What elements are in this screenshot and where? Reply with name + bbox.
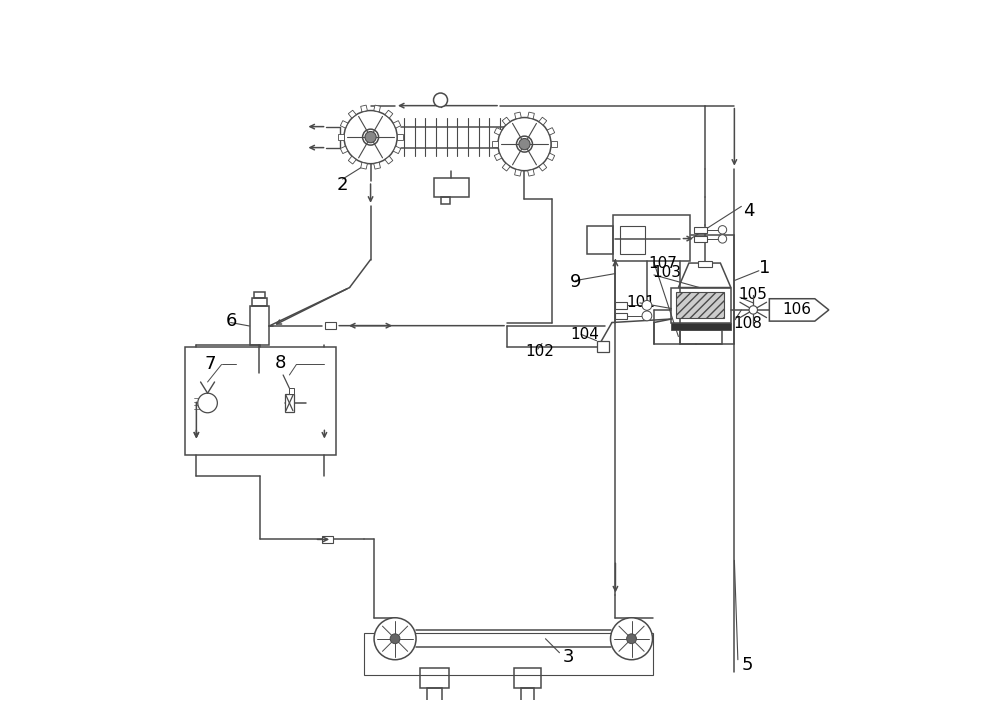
Bar <box>254 292 265 298</box>
Text: 4: 4 <box>743 202 755 219</box>
Bar <box>434 177 469 197</box>
Circle shape <box>519 139 530 150</box>
Bar <box>620 226 645 254</box>
Text: 102: 102 <box>525 344 554 360</box>
Bar <box>185 347 336 456</box>
Text: 104: 104 <box>570 327 599 342</box>
Polygon shape <box>338 135 344 140</box>
Text: 106: 106 <box>782 302 811 318</box>
Bar <box>325 322 336 329</box>
Bar <box>587 226 613 254</box>
Polygon shape <box>494 153 502 161</box>
Circle shape <box>434 93 448 107</box>
Text: 101: 101 <box>626 295 655 311</box>
Circle shape <box>365 132 376 143</box>
Polygon shape <box>340 146 348 154</box>
Polygon shape <box>494 128 502 135</box>
Polygon shape <box>539 163 547 171</box>
Polygon shape <box>539 117 547 125</box>
Text: 2: 2 <box>337 176 348 193</box>
Circle shape <box>627 634 636 644</box>
Polygon shape <box>515 170 521 176</box>
Polygon shape <box>502 117 510 125</box>
Text: 8: 8 <box>275 354 286 372</box>
Circle shape <box>390 634 400 644</box>
Bar <box>322 536 333 543</box>
Polygon shape <box>492 142 498 147</box>
Text: 108: 108 <box>733 316 762 332</box>
Polygon shape <box>551 142 557 147</box>
Bar <box>671 322 731 329</box>
Polygon shape <box>374 105 380 112</box>
Polygon shape <box>397 135 403 140</box>
Polygon shape <box>547 128 555 135</box>
Circle shape <box>374 618 416 660</box>
Circle shape <box>718 226 727 234</box>
Polygon shape <box>361 163 367 169</box>
Text: 103: 103 <box>653 265 682 280</box>
Polygon shape <box>393 121 401 128</box>
Bar <box>613 215 690 261</box>
Circle shape <box>198 393 217 413</box>
Polygon shape <box>374 163 380 169</box>
Polygon shape <box>385 156 393 164</box>
Polygon shape <box>502 163 510 171</box>
Text: 3: 3 <box>563 648 574 666</box>
Bar <box>694 226 707 233</box>
Bar <box>427 688 442 701</box>
Bar <box>364 633 653 675</box>
Text: 9: 9 <box>570 273 581 291</box>
Circle shape <box>363 129 379 145</box>
Text: 5: 5 <box>741 656 753 674</box>
Bar <box>597 341 609 352</box>
Bar <box>441 197 450 204</box>
Polygon shape <box>528 112 534 118</box>
Polygon shape <box>769 299 829 321</box>
Circle shape <box>642 311 652 321</box>
Polygon shape <box>348 156 356 164</box>
Polygon shape <box>547 153 555 161</box>
Text: 107: 107 <box>648 257 677 271</box>
Text: 1: 1 <box>759 259 770 277</box>
Polygon shape <box>340 121 348 128</box>
Bar <box>420 668 449 688</box>
Circle shape <box>517 136 532 152</box>
Bar <box>694 236 707 242</box>
Text: 6: 6 <box>226 312 237 330</box>
Polygon shape <box>385 110 393 118</box>
Polygon shape <box>393 146 401 154</box>
Circle shape <box>498 118 551 171</box>
Bar <box>521 688 534 701</box>
Circle shape <box>749 306 757 314</box>
Bar <box>676 292 724 318</box>
Bar <box>680 329 722 343</box>
Bar <box>615 313 627 319</box>
Bar <box>514 668 541 688</box>
Bar <box>615 302 627 308</box>
Polygon shape <box>348 110 356 118</box>
Polygon shape <box>361 105 367 112</box>
Circle shape <box>642 301 652 311</box>
Bar <box>671 287 731 322</box>
Text: 7: 7 <box>205 355 216 374</box>
Bar <box>250 306 269 345</box>
Polygon shape <box>515 112 521 118</box>
Bar <box>285 394 294 412</box>
Circle shape <box>344 111 397 164</box>
Polygon shape <box>528 170 534 176</box>
Bar <box>252 298 267 306</box>
Bar <box>698 261 712 266</box>
Circle shape <box>718 235 727 243</box>
Bar <box>289 388 294 394</box>
Circle shape <box>611 618 653 660</box>
Polygon shape <box>678 263 731 287</box>
Text: 105: 105 <box>738 287 767 302</box>
